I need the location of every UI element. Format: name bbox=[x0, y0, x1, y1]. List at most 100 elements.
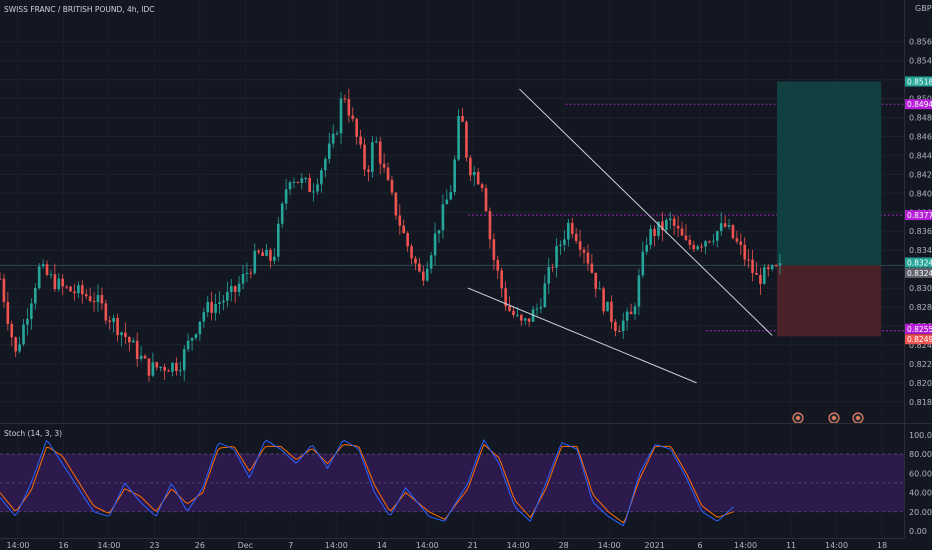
candle-body bbox=[480, 184, 484, 189]
time-tick-label: 28 bbox=[559, 541, 569, 550]
candle-body bbox=[414, 258, 417, 264]
candlestick-series bbox=[0, 88, 782, 382]
candle-body bbox=[766, 267, 770, 270]
candle-body bbox=[45, 264, 49, 275]
time-axis[interactable]: 14:00 16 14:00 23 26 Dec 7 14:00 14 14:00 21 14:00 2… bbox=[6, 541, 887, 550]
event-icon-dot bbox=[832, 416, 836, 420]
candle-body bbox=[226, 291, 229, 301]
candle-body bbox=[18, 344, 21, 352]
candle-body bbox=[406, 233, 409, 247]
stoch-k-line bbox=[0, 439, 734, 527]
price-badge-label: 0.8494 bbox=[907, 100, 932, 109]
candle-body bbox=[331, 133, 335, 144]
candle-body bbox=[182, 349, 186, 371]
candle-body bbox=[469, 157, 472, 176]
candle-body bbox=[496, 259, 500, 271]
candle-body bbox=[37, 266, 41, 288]
stoch-tick-label: 60.00 bbox=[909, 469, 932, 478]
candle-body bbox=[218, 302, 221, 305]
price-badge-label: 0.8249 bbox=[907, 335, 932, 344]
long-position-tool[interactable] bbox=[777, 81, 881, 337]
candle-body bbox=[398, 215, 402, 226]
candle-body bbox=[316, 184, 319, 192]
candle-body bbox=[476, 171, 480, 185]
time-tick-label: 26 bbox=[195, 541, 205, 550]
candle-body bbox=[629, 311, 633, 315]
candle-body bbox=[735, 238, 739, 242]
candle-body bbox=[284, 189, 288, 204]
candle-body bbox=[320, 170, 323, 185]
candle-body bbox=[355, 118, 358, 137]
candle-body bbox=[81, 285, 84, 295]
candle-body bbox=[57, 278, 61, 290]
trendlines[interactable] bbox=[467, 88, 773, 384]
candle-body bbox=[116, 317, 119, 336]
stoch-tick-label: 100.00 bbox=[909, 431, 932, 440]
candle-body bbox=[61, 278, 65, 287]
candle-body bbox=[120, 332, 123, 336]
price-badge bbox=[905, 210, 932, 221]
time-tick-label: 14:00 bbox=[416, 541, 439, 550]
candle-body bbox=[453, 159, 456, 193]
candle-body bbox=[143, 355, 147, 359]
candle-body bbox=[598, 288, 601, 290]
candle-body bbox=[202, 312, 206, 322]
trendline[interactable] bbox=[467, 287, 697, 384]
candle-body bbox=[676, 225, 680, 229]
price-badge-label: 0.8324 bbox=[907, 269, 932, 278]
stochastic-axis[interactable]: 100.00 80.00 60.00 40.00 20.00 0.00 bbox=[909, 431, 932, 536]
time-tick-label: 7 bbox=[288, 541, 293, 550]
candle-body bbox=[590, 263, 594, 273]
candle-body bbox=[96, 294, 100, 303]
candle-body bbox=[73, 291, 76, 294]
candle-body bbox=[755, 273, 758, 275]
candle-body bbox=[378, 141, 382, 164]
candle-body bbox=[214, 304, 217, 313]
candle-body bbox=[2, 278, 6, 303]
candle-body bbox=[582, 249, 586, 253]
time-tick-label: 23 bbox=[149, 541, 159, 550]
candle-body bbox=[194, 334, 198, 339]
candle-body bbox=[617, 330, 621, 332]
candle-body bbox=[527, 318, 531, 322]
candle-body bbox=[30, 303, 33, 319]
stop-loss-zone[interactable] bbox=[777, 265, 881, 337]
event-icon-dot bbox=[856, 416, 860, 420]
candle-body bbox=[351, 115, 355, 119]
candle-body bbox=[367, 169, 370, 172]
candle-body bbox=[261, 252, 264, 257]
candle-body bbox=[249, 272, 253, 274]
candle-body bbox=[41, 264, 45, 267]
price-badge bbox=[905, 257, 932, 268]
time-tick-label: 14:00 bbox=[598, 541, 621, 550]
indicator-title: Stoch (14, 3, 3) bbox=[4, 429, 62, 438]
time-tick-label: 14:00 bbox=[97, 541, 120, 550]
trendline[interactable] bbox=[519, 88, 773, 336]
profit-zone[interactable] bbox=[777, 81, 881, 266]
candle-body bbox=[10, 323, 14, 338]
candle-body bbox=[578, 241, 582, 250]
price-badge-label: 0.8324 bbox=[907, 258, 932, 267]
candle-body bbox=[382, 163, 386, 168]
price-tick-label: 0.8180 bbox=[909, 398, 932, 407]
time-tick-label: 18 bbox=[877, 541, 887, 550]
candle-body bbox=[433, 233, 437, 256]
candle-body bbox=[661, 221, 664, 230]
candle-body bbox=[418, 263, 421, 272]
candle-body bbox=[653, 228, 656, 236]
candle-body bbox=[637, 275, 641, 307]
candle-body bbox=[688, 239, 692, 245]
candle-body bbox=[551, 267, 554, 269]
candle-body bbox=[500, 270, 504, 289]
candle-body bbox=[394, 192, 398, 216]
stoch-tick-label: 0.00 bbox=[909, 527, 927, 536]
candle-body bbox=[229, 286, 233, 292]
candle-body bbox=[570, 222, 574, 234]
candle-body bbox=[727, 225, 731, 227]
